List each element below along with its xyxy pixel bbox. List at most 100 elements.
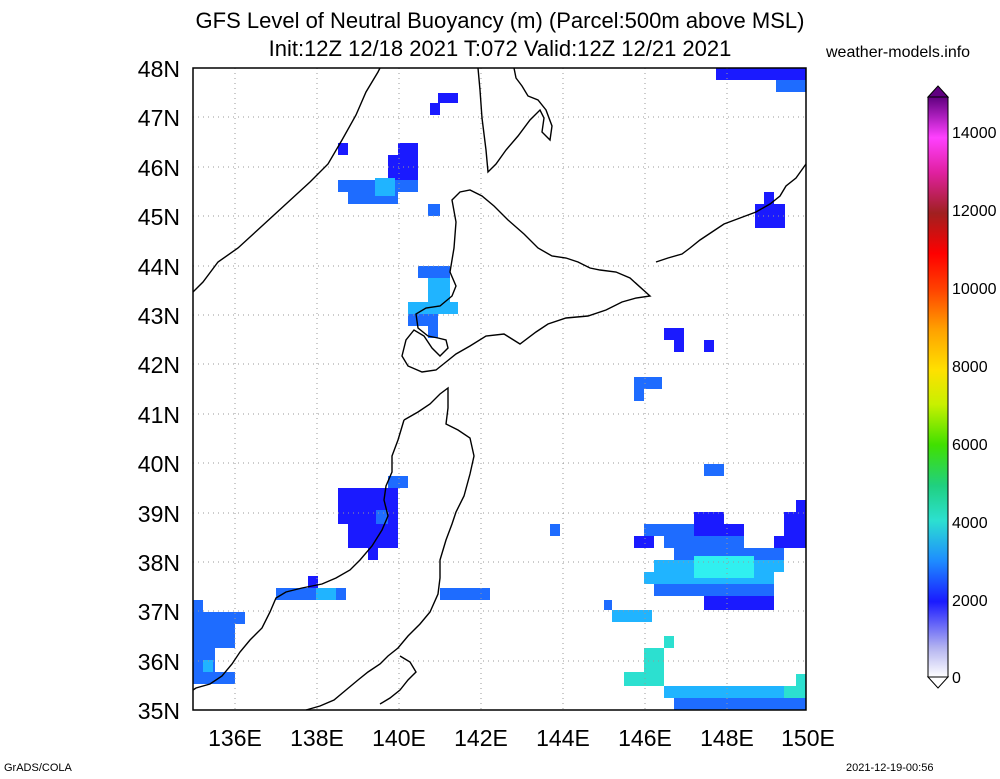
lat-label: 48N (138, 56, 180, 82)
colorbar-label: 2000 (952, 593, 988, 610)
lat-label: 35N (138, 698, 180, 724)
shade-cell (428, 278, 450, 302)
shade-cell (704, 596, 774, 610)
colorbar-label: 12000 (952, 203, 997, 220)
shade-cell (776, 80, 806, 92)
shade-cell (338, 488, 398, 524)
shade-cell (674, 340, 684, 352)
lat-label: 45N (138, 204, 180, 230)
lat-label: 39N (138, 501, 180, 527)
lat-label: 42N (138, 352, 180, 378)
shade-cell (694, 524, 744, 536)
lon-label: 140E (372, 725, 426, 751)
timestamp: 2021-12-19-00:56 (846, 762, 934, 774)
hokkaido-coast (401, 189, 652, 373)
colorbar-label: 14000 (952, 125, 997, 142)
software-credit: GrADS/COLA (4, 762, 72, 774)
lat-label: 36N (138, 649, 180, 675)
colorbar-label: 10000 (952, 281, 997, 298)
shade-cell (428, 326, 438, 338)
shade-cell (193, 672, 235, 684)
colorbar: 0 2000 4000 6000 8000 10000 12000 14000 (926, 85, 997, 689)
colorbar-label: 8000 (952, 359, 988, 376)
shade-cell (796, 500, 806, 512)
shade-cell (193, 624, 235, 648)
lon-label: 138E (290, 725, 344, 751)
lat-label: 37N (138, 599, 180, 625)
lat-label: 38N (138, 550, 180, 576)
shade-cell (634, 536, 654, 548)
shade-cell (388, 476, 408, 488)
shade-cell (624, 672, 664, 686)
lat-label: 43N (138, 303, 180, 329)
shade-cell (694, 556, 754, 578)
shade-cell (784, 686, 806, 698)
lat-label: 41N (138, 402, 180, 428)
shade-cell (764, 192, 774, 204)
shade-cell (612, 610, 652, 622)
lon-label: 146E (618, 725, 672, 751)
shade-cell (634, 377, 662, 389)
shade-cell (398, 143, 418, 155)
lat-label: 47N (138, 105, 180, 131)
lnb-shading (193, 68, 806, 710)
chart-title: GFS Level of Neutral Buoyancy (m) (Parce… (195, 8, 805, 33)
shade-cell (550, 524, 560, 536)
coastlines (192, 67, 807, 711)
shade-cell (193, 612, 245, 624)
shade-cell (430, 103, 440, 115)
shade-cell (604, 600, 612, 610)
shade-cell (755, 204, 785, 228)
shade-cell (408, 314, 438, 326)
shade-cell (664, 686, 804, 698)
map-frame (192, 67, 807, 711)
lon-label: 148E (700, 725, 754, 751)
lat-label: 46N (138, 155, 180, 181)
island-coast (379, 655, 417, 705)
site-credit: weather-models.info (826, 44, 971, 61)
lat-label: 40N (138, 451, 180, 477)
lat-label: 44N (138, 254, 180, 280)
shade-cell (634, 389, 644, 401)
shade-cell (704, 340, 714, 352)
shade-cell (674, 698, 806, 710)
shade-cell (644, 524, 694, 536)
shade-cell (704, 464, 724, 476)
shade-cell (203, 660, 213, 672)
shade-cell (664, 536, 744, 548)
shade-cell (375, 178, 395, 196)
chart-subtitle: Init:12Z 12/18 2021 T:072 Valid:12Z 12/2… (268, 36, 732, 61)
shade-cell (796, 674, 806, 686)
graticule (193, 68, 806, 710)
shade-cell (716, 68, 806, 80)
colorbar-label: 4000 (952, 515, 988, 532)
shade-cell (368, 548, 378, 560)
shade-cell (644, 648, 664, 660)
lon-label: 150E (781, 725, 835, 751)
colorbar-label: 6000 (952, 437, 988, 454)
shade-cell (644, 660, 664, 672)
colorbar-top-arrow (926, 85, 950, 98)
lon-label: 144E (536, 725, 590, 751)
colorbar-bottom-arrow (926, 676, 950, 689)
lon-label: 136E (208, 725, 262, 751)
colorbar-label: 0 (952, 670, 961, 687)
shade-cell (654, 584, 694, 596)
lon-label: 142E (454, 725, 508, 751)
shade-cell (408, 302, 458, 314)
shade-cell (418, 266, 450, 278)
shade-cell (664, 328, 684, 340)
asia-coast (192, 67, 381, 293)
shade-cell (438, 93, 458, 103)
shade-cell (428, 204, 440, 216)
shade-cell (694, 584, 774, 596)
shade-cell (694, 512, 724, 524)
shade-cell (316, 588, 336, 600)
shade-cell (308, 576, 318, 588)
shade-cell (193, 600, 203, 612)
honshu-coast (192, 386, 475, 711)
shade-cell (338, 143, 348, 155)
shade-cell (774, 536, 806, 548)
shade-cell (440, 588, 490, 600)
